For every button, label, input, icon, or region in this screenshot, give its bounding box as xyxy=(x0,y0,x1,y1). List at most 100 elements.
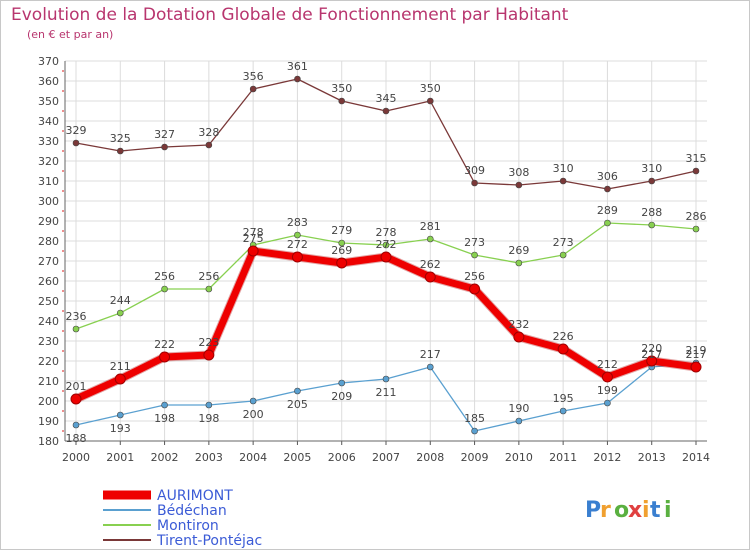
logo-letter: i xyxy=(642,498,650,523)
data-point-tirent-pont-jac xyxy=(72,139,80,147)
data-label-b-d-chan: 199 xyxy=(597,384,618,397)
data-label-tirent-pont-jac: 315 xyxy=(686,152,707,165)
y-tick-label: 240 xyxy=(38,315,59,328)
data-point-tirent-pont-jac xyxy=(205,141,213,149)
data-label-montiron: 278 xyxy=(376,226,397,239)
data-point-aurimont xyxy=(690,361,702,373)
data-label-tirent-pont-jac: 309 xyxy=(464,164,485,177)
data-point-tirent-pont-jac xyxy=(294,75,301,83)
data-point-aurimont xyxy=(646,355,658,367)
data-point-b-d-chan xyxy=(471,427,478,435)
x-tick-label: 2011 xyxy=(549,451,577,464)
data-label-montiron: 286 xyxy=(686,210,707,223)
data-point-montiron xyxy=(294,231,301,239)
y-tick-label: 350 xyxy=(38,95,59,108)
data-point-montiron xyxy=(648,221,656,229)
data-label-b-d-chan: 198 xyxy=(154,412,175,425)
data-label-montiron: 273 xyxy=(553,236,574,249)
proxiti-logo: Pr ox i t i xyxy=(585,498,672,523)
x-tick-label: 2014 xyxy=(682,451,710,464)
data-label-tirent-pont-jac: 329 xyxy=(66,124,87,137)
legend-label-b-d-chan: Bédéchan xyxy=(157,503,227,519)
y-tick-label: 260 xyxy=(38,275,59,288)
data-point-aurimont xyxy=(247,245,259,257)
data-label-tirent-pont-jac: 350 xyxy=(331,82,352,95)
data-point-montiron xyxy=(338,239,346,247)
data-point-tirent-pont-jac xyxy=(559,177,567,185)
data-point-b-d-chan xyxy=(559,407,567,415)
y-tick-label: 280 xyxy=(38,235,59,248)
data-point-tirent-pont-jac xyxy=(471,179,478,187)
data-point-b-d-chan xyxy=(72,421,80,429)
data-point-tirent-pont-jac xyxy=(338,97,346,105)
legend-label-tirent-pont-jac: Tirent-Pontéjac xyxy=(156,533,262,549)
y-tick-label: 190 xyxy=(38,415,59,428)
data-label-b-d-chan: 195 xyxy=(553,392,574,405)
data-label-b-d-chan: 205 xyxy=(287,398,308,411)
x-tick-label: 2004 xyxy=(239,451,267,464)
data-label-b-d-chan: 209 xyxy=(331,390,352,403)
data-label-montiron: 278 xyxy=(243,226,264,239)
data-point-montiron xyxy=(471,251,478,259)
data-label-tirent-pont-jac: 310 xyxy=(641,162,662,175)
data-label-tirent-pont-jac: 327 xyxy=(154,128,175,141)
data-label-tirent-pont-jac: 361 xyxy=(287,60,308,73)
data-point-tirent-pont-jac xyxy=(382,107,390,115)
x-tick-label: 2013 xyxy=(638,451,666,464)
y-tick-label: 360 xyxy=(38,75,59,88)
data-point-b-d-chan xyxy=(515,417,523,425)
logo-letter: P xyxy=(585,498,601,523)
data-label-montiron: 273 xyxy=(464,236,485,249)
data-point-aurimont xyxy=(203,349,215,361)
x-tick-label: 2003 xyxy=(195,451,223,464)
data-point-b-d-chan xyxy=(205,401,213,409)
data-point-tirent-pont-jac xyxy=(116,147,124,155)
data-label-aurimont: 232 xyxy=(508,318,529,331)
logo-letter: x xyxy=(628,498,642,523)
data-point-montiron xyxy=(515,259,523,267)
data-point-aurimont xyxy=(291,251,303,263)
data-point-tirent-pont-jac xyxy=(249,85,257,93)
data-point-aurimont xyxy=(114,373,126,385)
data-label-montiron: 236 xyxy=(66,310,87,323)
data-label-aurimont: 269 xyxy=(331,244,352,257)
data-point-b-d-chan xyxy=(294,387,301,395)
data-label-b-d-chan: 193 xyxy=(110,422,131,435)
data-point-tirent-pont-jac xyxy=(426,97,434,105)
data-label-aurimont: 220 xyxy=(641,342,662,355)
x-tick-label: 2007 xyxy=(372,451,400,464)
data-label-montiron: 279 xyxy=(331,224,352,237)
data-label-b-d-chan: 200 xyxy=(243,408,264,421)
data-label-aurimont: 275 xyxy=(243,232,264,245)
logo-letter: t xyxy=(650,498,661,523)
legend-label-aurimont: AURIMONT xyxy=(157,488,233,504)
data-label-aurimont: 201 xyxy=(66,380,87,393)
data-point-tirent-pont-jac xyxy=(515,181,523,189)
y-tick-label: 290 xyxy=(38,215,59,228)
logo-letter: r xyxy=(600,498,611,523)
data-point-montiron xyxy=(559,251,567,259)
y-tick-label: 180 xyxy=(38,435,59,448)
x-tick-label: 2001 xyxy=(106,451,134,464)
logo-letter: i xyxy=(664,498,672,523)
data-label-montiron: 283 xyxy=(287,216,308,229)
data-point-b-d-chan xyxy=(116,411,124,419)
data-point-aurimont xyxy=(513,331,525,343)
y-tick-label: 220 xyxy=(38,355,59,368)
chart-subtitle: (en € et par an) xyxy=(27,28,114,41)
y-tick-label: 300 xyxy=(38,195,59,208)
data-point-montiron xyxy=(604,219,611,227)
x-tick-label: 2000 xyxy=(62,451,90,464)
data-point-montiron xyxy=(426,235,434,243)
data-point-montiron xyxy=(116,309,124,317)
y-tick-label: 340 xyxy=(38,115,59,128)
x-tick-label: 2012 xyxy=(593,451,621,464)
y-tick-label: 320 xyxy=(38,155,59,168)
data-label-tirent-pont-jac: 308 xyxy=(508,166,529,179)
data-point-b-d-chan xyxy=(426,363,434,371)
data-label-tirent-pont-jac: 325 xyxy=(110,132,131,145)
legend-label-montiron: Montiron xyxy=(157,518,219,534)
data-point-tirent-pont-jac xyxy=(648,177,656,185)
data-label-b-d-chan: 185 xyxy=(464,412,485,425)
